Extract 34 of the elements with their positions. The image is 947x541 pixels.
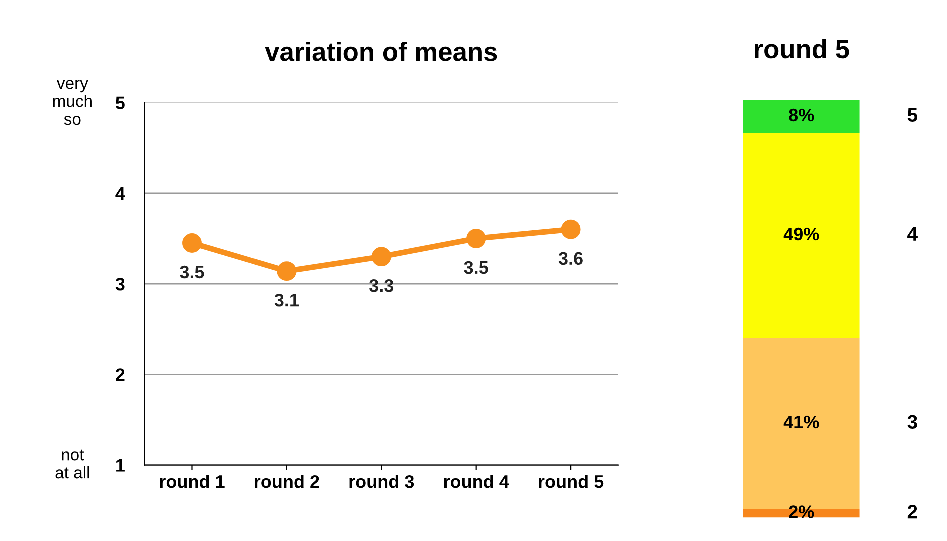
bar bbox=[743, 100, 860, 134]
point bbox=[277, 262, 297, 282]
data-label: 3.5 bbox=[464, 261, 488, 274]
text: 3 bbox=[908, 415, 918, 430]
chart-title: variation of means bbox=[265, 42, 498, 62]
point bbox=[561, 220, 581, 240]
data-label: 3.1 bbox=[274, 294, 299, 307]
data-label: 3.6 bbox=[558, 252, 583, 266]
text: 4 bbox=[908, 227, 918, 241]
text: very much so bbox=[53, 80, 92, 126]
x-tick-label: round 5 bbox=[539, 474, 604, 488]
x-tick-label: round 3 bbox=[350, 474, 414, 488]
x-tick-label: round 4 bbox=[444, 474, 510, 488]
bar bbox=[743, 133, 860, 338]
data-label: 41% bbox=[784, 416, 820, 429]
data-label: 3.3 bbox=[370, 279, 394, 292]
y-tick-label: 5 bbox=[116, 96, 125, 110]
point bbox=[466, 228, 486, 248]
chart-title: round 5 bbox=[755, 39, 850, 59]
point bbox=[182, 234, 202, 253]
data-label: 8% bbox=[789, 108, 814, 122]
x-tick-label: round 1 bbox=[160, 474, 225, 488]
data-label: 2% bbox=[789, 506, 814, 518]
text: 5 bbox=[908, 108, 918, 122]
y-tick-label: 4 bbox=[116, 188, 126, 200]
text: not at all bbox=[56, 450, 90, 479]
data-label: 49% bbox=[784, 228, 820, 241]
text: 2 bbox=[908, 505, 918, 519]
y-tick-label: 2 bbox=[116, 368, 125, 382]
data-label: 3.5 bbox=[180, 266, 204, 279]
y-tick-label: 3 bbox=[116, 278, 125, 291]
point bbox=[372, 247, 392, 267]
y-tick-label: 1 bbox=[116, 459, 125, 472]
x-tick-label: round 2 bbox=[255, 474, 320, 488]
